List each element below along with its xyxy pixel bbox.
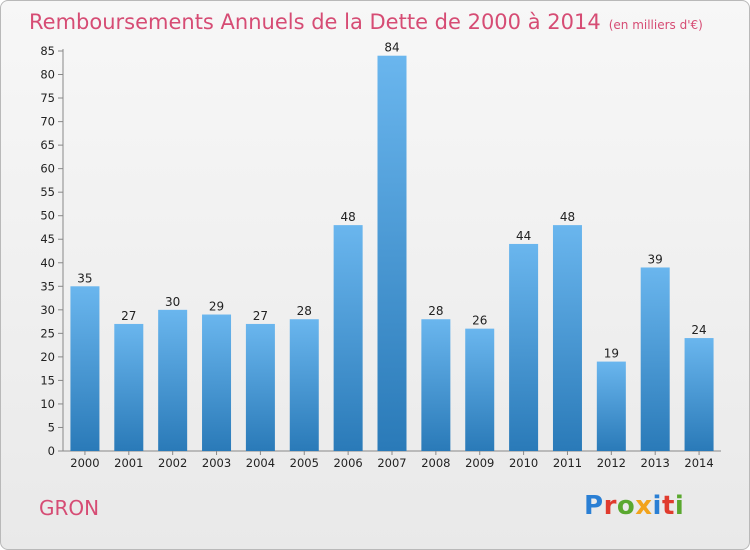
y-tick-label: 40 (40, 256, 55, 270)
data-label: 84 (384, 41, 399, 55)
bar (245, 323, 275, 451)
y-tick-label: 35 (40, 279, 55, 293)
y-tick-label: 55 (40, 185, 55, 199)
bar (70, 286, 100, 451)
proxiti-logo: Proxiti (584, 491, 684, 521)
y-tick-label: 50 (40, 209, 55, 223)
x-tick-label: 2000 (70, 456, 99, 470)
bar (333, 225, 363, 451)
bar (596, 361, 626, 451)
y-tick-label: 85 (40, 44, 55, 58)
y-tick-label: 45 (40, 232, 55, 246)
x-tick-label: 2001 (114, 456, 143, 470)
y-tick-label: 25 (40, 326, 55, 340)
data-label: 26 (472, 314, 487, 328)
y-tick-label: 30 (40, 303, 55, 317)
bar (465, 328, 495, 451)
bar (552, 225, 582, 451)
logo-letter: i (652, 491, 662, 521)
data-label: 24 (691, 323, 706, 337)
data-label: 44 (516, 229, 531, 243)
x-tick-label: 2014 (684, 456, 713, 470)
bar (640, 267, 670, 451)
y-tick-label: 65 (40, 138, 55, 152)
bars (70, 55, 714, 452)
logo-letter: t (661, 491, 675, 521)
data-label: 48 (340, 210, 355, 224)
data-label: 39 (648, 252, 663, 266)
bar (158, 309, 188, 451)
x-tick-label: 2008 (421, 456, 450, 470)
y-tick-label: 15 (40, 373, 55, 387)
y-tick-label: 60 (40, 162, 55, 176)
bar (421, 319, 451, 451)
data-label: 48 (560, 210, 575, 224)
y-tick-label: 75 (40, 91, 55, 105)
x-tick-label: 2012 (597, 456, 626, 470)
y-tick-label: 70 (40, 115, 55, 129)
logo-letter: r (603, 491, 617, 521)
bar (509, 243, 539, 451)
chart-unit: (en milliers d'€) (608, 18, 703, 32)
commune-name: GRON (39, 496, 100, 520)
bar (114, 323, 144, 451)
x-tick-label: 2004 (246, 456, 275, 470)
x-tick-label: 2003 (202, 456, 231, 470)
bar (377, 55, 407, 452)
value-labels: 35 27 30 29 27 28 48 84 28 26 44 48 19 39 24 (77, 41, 706, 361)
data-label: 19 (604, 347, 619, 361)
bar (289, 319, 319, 451)
y-tick-label: 0 (48, 444, 55, 458)
logo-letter: i (674, 491, 685, 521)
logo-letter: P (584, 491, 604, 521)
chart-title-text: Remboursements Annuels de la Dette de 20… (29, 10, 601, 34)
x-tick-label: 2009 (465, 456, 494, 470)
x-tick-label: 2002 (158, 456, 187, 470)
y-tick-label: 10 (40, 397, 55, 411)
logo-letter: o (616, 491, 636, 521)
data-label: 28 (428, 304, 443, 318)
x-tick-label: 2006 (333, 456, 362, 470)
data-label: 30 (165, 295, 180, 309)
y-tick-label: 80 (40, 68, 55, 82)
chart-title: Remboursements Annuels de la Dette de 20… (29, 10, 703, 34)
bar (684, 338, 714, 451)
data-label: 29 (209, 300, 224, 314)
axes: 0 5 10 15 20 25 30 35 40 45 50 55 60 65 70 75 80 85 2000 20… (40, 44, 721, 470)
data-label: 28 (297, 304, 312, 318)
data-label: 27 (253, 309, 268, 323)
data-label: 35 (77, 271, 92, 285)
bar (202, 314, 232, 451)
y-tick-label: 20 (40, 350, 55, 364)
x-tick-label: 2007 (377, 456, 406, 470)
logo-letter: x (635, 491, 653, 521)
x-tick-label: 2010 (509, 456, 538, 470)
x-tick-label: 2005 (290, 456, 319, 470)
x-tick-label: 2011 (553, 456, 582, 470)
x-tick-label: 2013 (641, 456, 670, 470)
data-label: 27 (121, 309, 136, 323)
y-tick-label: 5 (48, 420, 55, 434)
